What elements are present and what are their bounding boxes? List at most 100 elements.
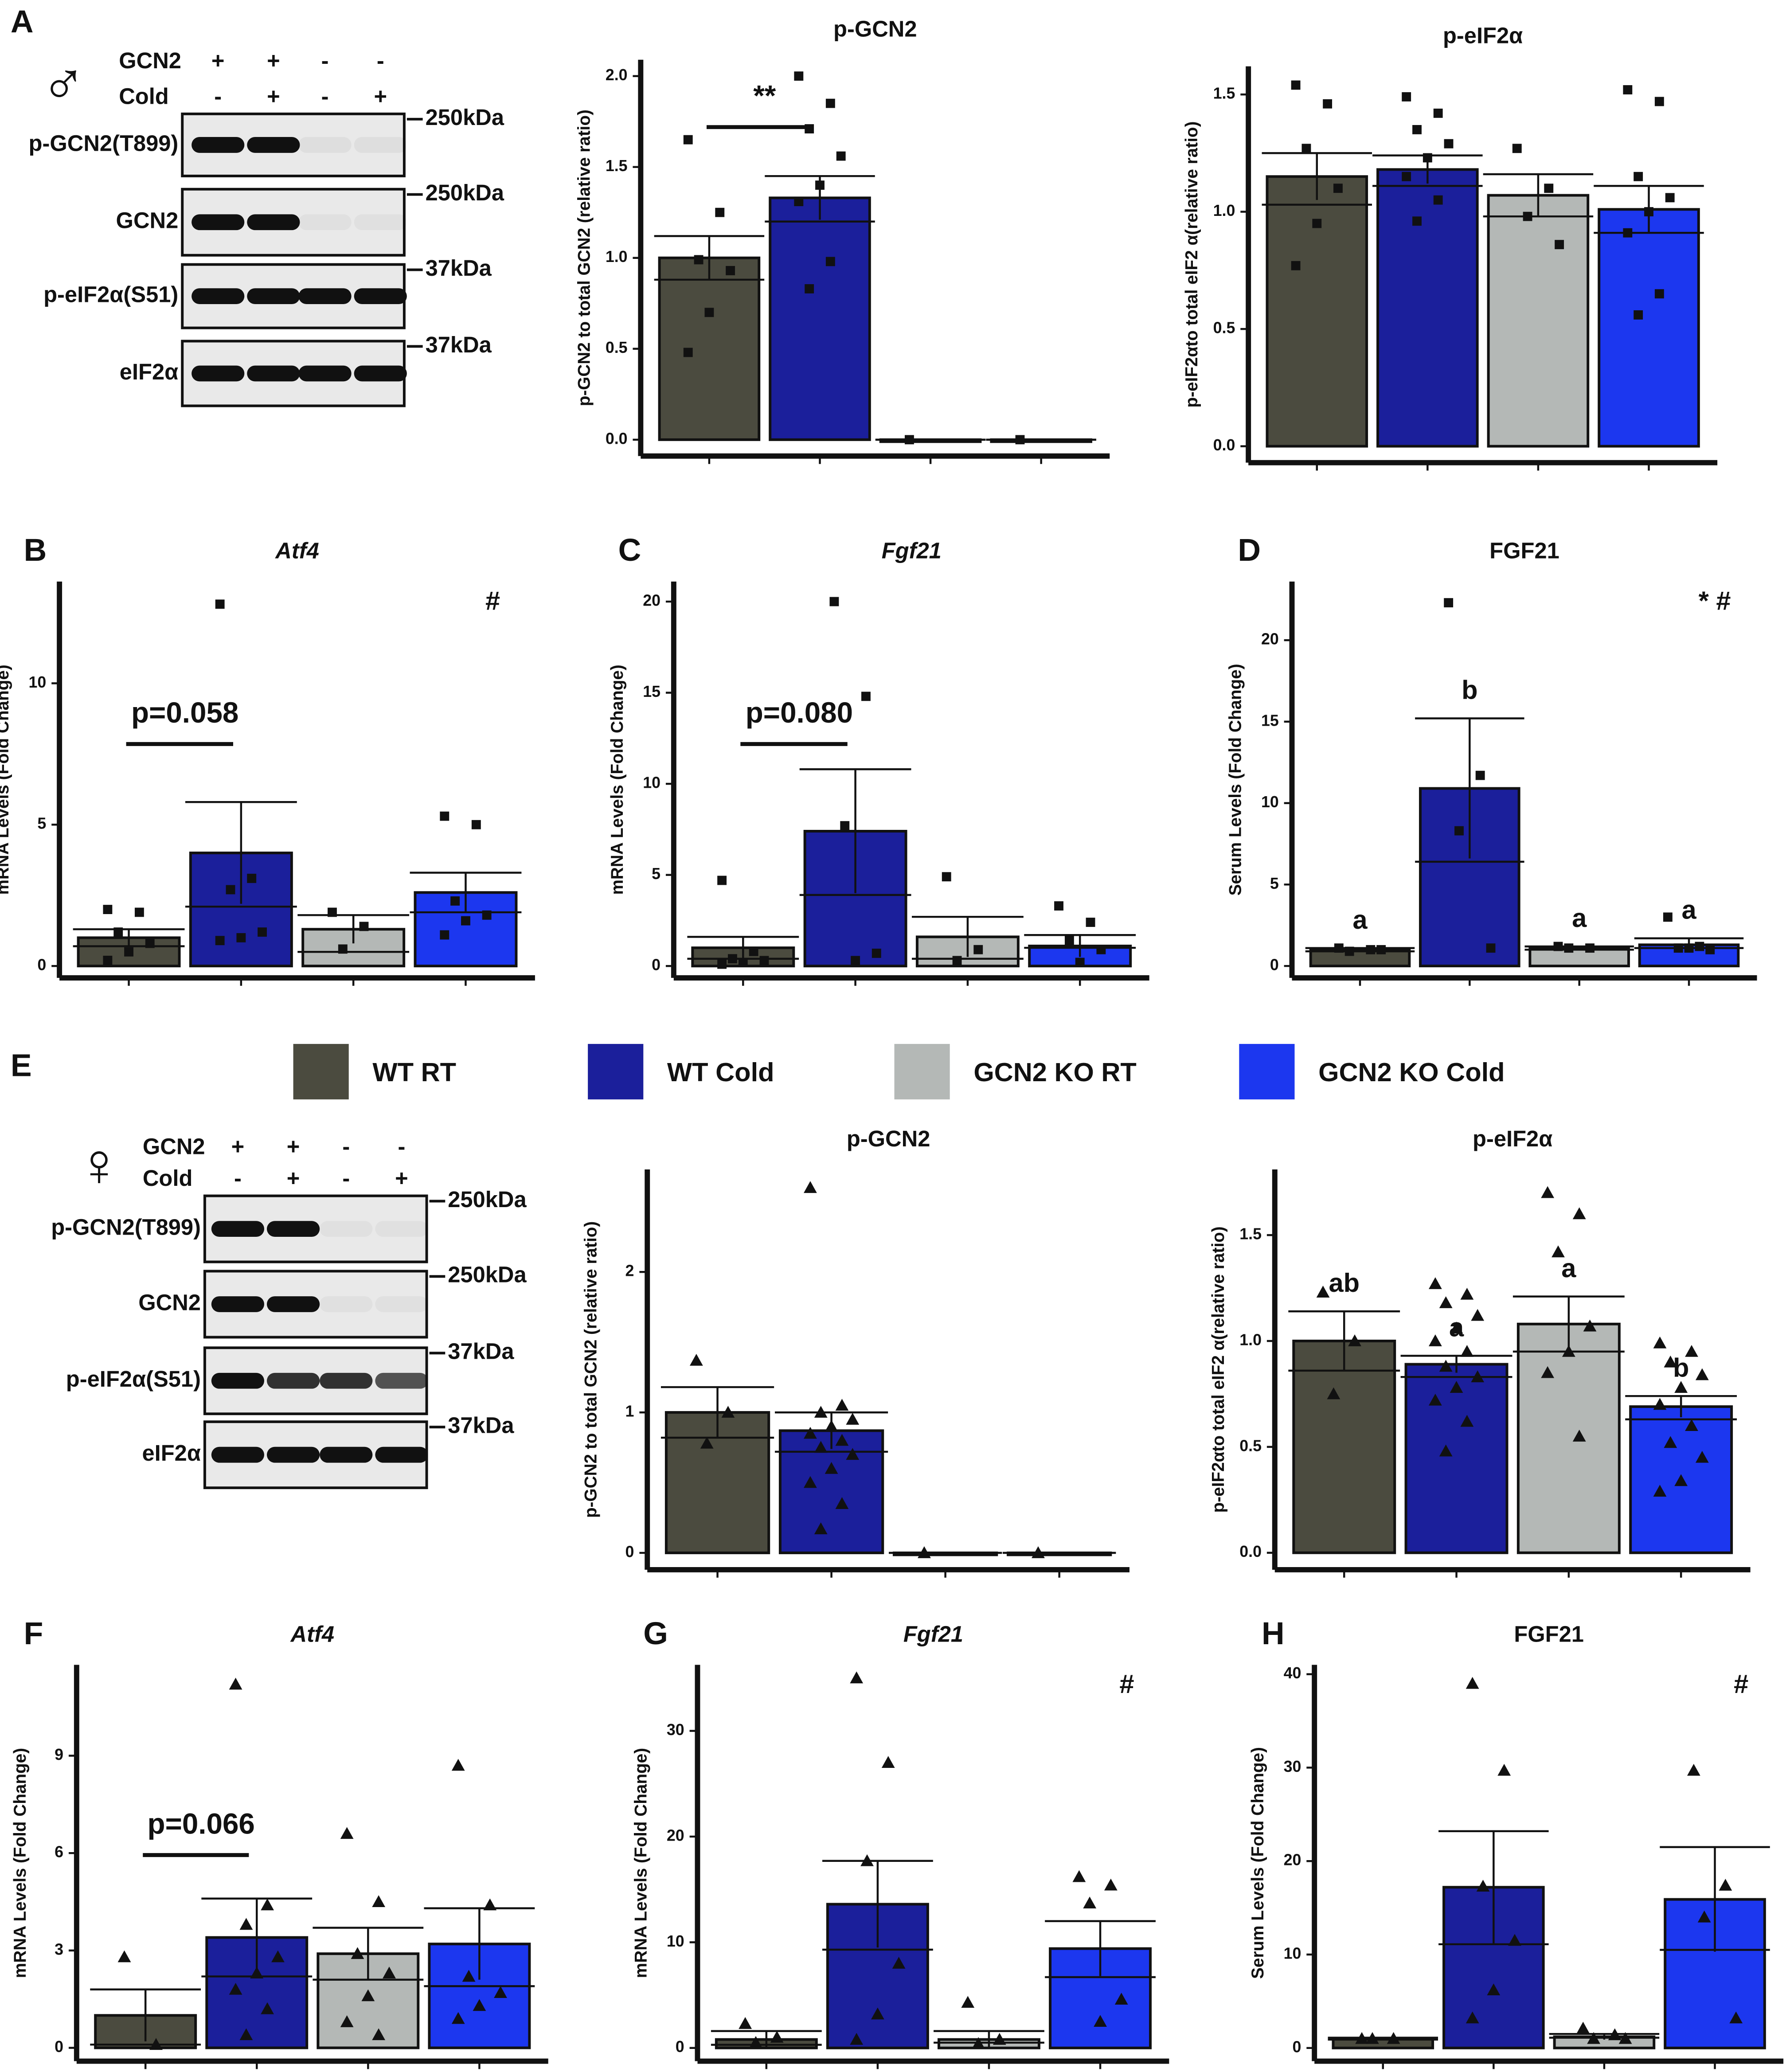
data-point [1673,943,1683,953]
data-point [739,2017,752,2029]
data-point [1086,918,1095,927]
y-tick-label: 20 [1261,630,1279,648]
data-point [759,956,769,966]
bar [1487,194,1590,448]
y-axis-label: p-eIF2αto total eIF2 α(relative ratio) [1182,121,1201,408]
blot-band [375,1372,428,1389]
data-point [683,348,693,357]
data-point [1585,943,1595,953]
legend-swatch [293,1044,349,1100]
data-point [1344,946,1354,956]
data-point [715,207,725,217]
data-point [1444,139,1454,149]
data-point [103,955,113,965]
legend-label: WT RT [372,1057,456,1087]
data-point [1523,211,1532,221]
data-point [462,1970,476,1982]
blot-header-label: Cold [143,1165,193,1191]
data-point [794,197,804,207]
data-point [1104,1878,1118,1891]
data-point [340,2015,354,2027]
bar [1516,1322,1621,1554]
data-point [247,873,257,883]
y-axis-label: Serum Levels (Fold Change) [1248,1747,1267,1979]
comparison-label: p=0.066 [148,1807,255,1840]
blot-sign: + [267,48,280,73]
data-point [728,954,737,964]
data-point [1083,1896,1097,1909]
data-point [804,1476,817,1488]
size-label: 37kDa [426,332,492,357]
data-point [1654,289,1664,299]
legend-label: GCN2 KO Cold [1318,1057,1505,1087]
data-point [494,1986,507,1998]
blot-band [192,214,245,231]
data-point [804,1427,817,1439]
data-point [103,905,113,914]
blot-sign: + [374,84,387,109]
data-point [134,907,144,917]
data-point [1653,1336,1667,1349]
blot-band [211,1296,265,1312]
overall-mark: # [485,586,500,615]
data-point [1402,172,1411,181]
bar [1528,946,1630,968]
blot-band [211,1372,265,1389]
data-point [749,946,758,956]
data-point [835,1434,849,1446]
data-point [1471,1370,1485,1383]
data-point [825,1419,838,1432]
comparison-label: p=0.058 [131,696,238,729]
blot-label: p-GCN2(T899) [51,1214,201,1239]
data-point [1428,1277,1442,1289]
data-point [1583,1319,1597,1332]
sex-symbol: ♀ [76,1131,122,1199]
data-point [340,1827,354,1839]
chart-title: Atf4 [274,538,319,563]
data-point [1475,770,1485,780]
blot-band [211,1446,265,1463]
blot-band [247,288,300,305]
blot-band [211,1221,265,1237]
y-tick-label: 5 [1270,875,1279,892]
y-tick-label: 30 [1284,1758,1301,1775]
data-point [1450,1381,1463,1393]
data-point [814,1441,828,1453]
data-point [1433,195,1443,205]
data-point [1653,1485,1667,1497]
size-label: 250kDa [448,1187,527,1212]
data-point [1729,2011,1743,2024]
bar [778,1429,884,1554]
data-point [835,1399,849,1411]
data-point [1402,92,1411,102]
data-point [338,944,348,954]
blot-band [354,288,407,305]
blot-sign: + [287,1165,300,1191]
group-letter: a [1352,905,1368,934]
y-tick-label: 1.5 [1213,85,1235,102]
data-point [117,1950,131,1963]
size-label: 37kDa [426,255,492,281]
y-tick-label: 0.5 [1213,319,1235,337]
data-point [704,308,714,317]
data-point [738,958,748,967]
data-point [825,98,835,108]
data-point [1291,80,1301,90]
y-tick-label: 5 [652,865,661,883]
data-point [1685,1419,1698,1431]
data-point [1334,943,1344,953]
blot-band [320,1296,373,1312]
blot-band [298,365,352,382]
data-point [1555,240,1564,250]
data-point [972,2037,985,2049]
data-point [145,938,155,948]
blot-label: GCN2 [138,1290,201,1315]
data-point [482,910,492,920]
data-point [383,1966,396,1979]
data-point [871,2007,884,2020]
data-point [1428,1334,1442,1346]
data-point [1623,228,1633,238]
data-point [1644,207,1653,217]
blot-label: eIF2α [120,359,179,384]
data-point [1333,184,1343,193]
